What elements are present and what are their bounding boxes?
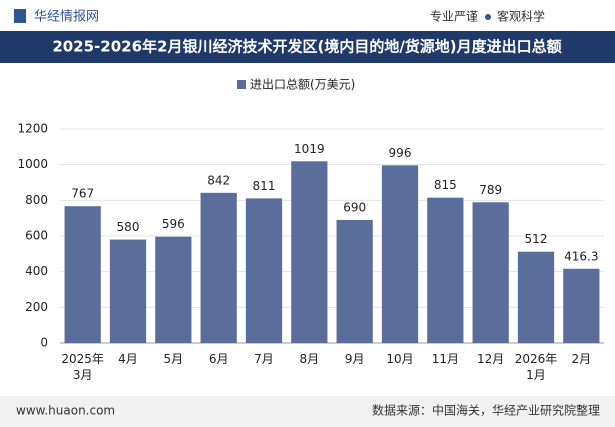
footer-website: www.huaon.com bbox=[16, 404, 115, 418]
bar bbox=[245, 198, 283, 343]
tagline-dot bbox=[485, 14, 491, 20]
value-label: 996 bbox=[389, 146, 412, 160]
value-label: 512 bbox=[525, 232, 548, 246]
bar bbox=[427, 197, 464, 343]
bar bbox=[472, 202, 509, 343]
y-tick-label: 200 bbox=[25, 300, 48, 314]
bar bbox=[291, 161, 328, 343]
tagline: 客观科学 bbox=[497, 9, 545, 24]
bar bbox=[109, 239, 147, 343]
x-tick-label: 2025年 3月 bbox=[61, 352, 104, 382]
x-tick-label: 4月 bbox=[118, 352, 138, 366]
x-tick-label: 7月 bbox=[254, 352, 274, 366]
logo-icon bbox=[14, 9, 26, 23]
x-tick-label: 6月 bbox=[209, 352, 229, 366]
bar bbox=[336, 219, 373, 343]
y-tick-label: 1200 bbox=[17, 122, 48, 136]
logo: 华经情报网 bbox=[34, 10, 99, 25]
value-label: 815 bbox=[434, 178, 457, 192]
value-label: 767 bbox=[71, 187, 94, 201]
bar bbox=[155, 236, 192, 343]
footer-source: 数据来源：中国海关，华经产业研究院整理 bbox=[372, 403, 600, 418]
y-tick-label: 1000 bbox=[17, 157, 48, 171]
bar bbox=[64, 206, 101, 343]
y-tick-label: 600 bbox=[25, 229, 48, 243]
x-tick-label: 8月 bbox=[300, 352, 320, 366]
x-tick-label: 2026年 1月 bbox=[515, 352, 558, 382]
chart-title: 2025-2026年2月银川经济技术开发区(境内目的地/货源地)月度进出口总额 bbox=[52, 38, 561, 56]
legend-label: 进出口总额(万美元) bbox=[250, 78, 355, 92]
value-label: 842 bbox=[207, 173, 230, 187]
value-label: 596 bbox=[162, 217, 185, 231]
x-tick-label: 10月 bbox=[386, 352, 413, 366]
value-label: 690 bbox=[343, 200, 366, 214]
tagline: 专业严谨 bbox=[430, 9, 478, 24]
x-tick-label: 9月 bbox=[345, 352, 365, 366]
x-tick-label: 2月 bbox=[572, 352, 592, 366]
footer-bar bbox=[0, 396, 615, 427]
bar bbox=[381, 165, 419, 343]
y-tick-label: 400 bbox=[25, 264, 48, 278]
x-tick-label: 12月 bbox=[477, 352, 504, 366]
legend-swatch bbox=[237, 80, 246, 89]
value-label: 789 bbox=[479, 183, 502, 197]
value-label: 1019 bbox=[294, 142, 325, 156]
title-bar bbox=[0, 31, 615, 63]
value-label: 580 bbox=[117, 220, 140, 234]
bar bbox=[200, 192, 237, 343]
value-label: 416.3 bbox=[564, 249, 598, 263]
y-tick-label: 0 bbox=[40, 336, 48, 350]
x-tick-label: 5月 bbox=[164, 352, 184, 366]
y-tick-label: 800 bbox=[25, 193, 48, 207]
bar bbox=[517, 251, 555, 343]
value-label: 811 bbox=[253, 179, 276, 193]
x-tick-label: 11月 bbox=[432, 352, 459, 366]
bar bbox=[563, 268, 600, 343]
